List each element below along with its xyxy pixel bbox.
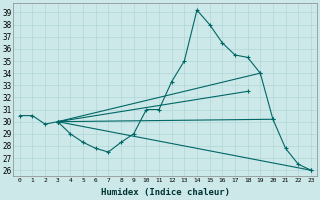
X-axis label: Humidex (Indice chaleur): Humidex (Indice chaleur): [101, 188, 230, 197]
